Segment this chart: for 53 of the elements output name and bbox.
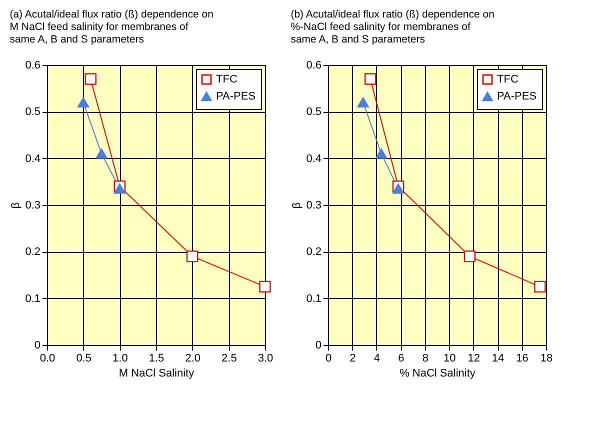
y-tick-label: 0.6 bbox=[25, 60, 40, 72]
chart-title: (a) Acutal/ideal flux ratio (ß) dependence on M NaCl feed salinity for membranes of same A, B and S parameters bbox=[10, 8, 214, 46]
legend-label: TFC bbox=[497, 74, 518, 86]
y-tick-label: 0.1 bbox=[306, 292, 322, 305]
x-tick-label: 18 bbox=[540, 352, 553, 364]
x-tick-label: 0.5 bbox=[76, 352, 92, 364]
y-tick-label: 0.4 bbox=[25, 152, 40, 165]
x-tick-label: 2.5 bbox=[222, 352, 237, 364]
x-axis-title: % NaCl Salinity bbox=[400, 368, 476, 380]
point bbox=[186, 250, 198, 262]
y-tick-label: 0.2 bbox=[306, 246, 322, 258]
x-tick-label: 12 bbox=[468, 352, 480, 364]
point bbox=[375, 148, 388, 159]
point bbox=[96, 148, 108, 159]
x-tick-label: 1.5 bbox=[148, 352, 164, 364]
x-tick-label: 0 bbox=[325, 352, 332, 364]
y-tick-label: 0.6 bbox=[306, 60, 322, 72]
y-tick-label: 0.3 bbox=[306, 200, 322, 212]
y-tick-label: 0.3 bbox=[25, 200, 40, 212]
point bbox=[392, 184, 404, 194]
x-axis-title: M NaCl Salinity bbox=[118, 368, 195, 380]
x-tick-label: 3.0 bbox=[258, 352, 274, 364]
x-tick-label: 1.0 bbox=[112, 352, 128, 364]
x-tick-label: 6 bbox=[398, 352, 404, 364]
legend-label: PA-PES bbox=[497, 90, 537, 102]
point bbox=[534, 280, 546, 293]
y-tick-label: 0.5 bbox=[306, 106, 322, 118]
y-tick-label: 0 bbox=[315, 340, 322, 352]
point bbox=[114, 184, 126, 194]
legend-label: PA-PES bbox=[216, 90, 256, 102]
x-tick-label: 10 bbox=[443, 352, 456, 364]
y-tick-label: 0.1 bbox=[25, 292, 40, 305]
x-tick-label: 14 bbox=[492, 352, 504, 364]
x-tick-label: 2 bbox=[350, 352, 356, 364]
chart-title: (b) Acutal/ideal flux ratio (ß) dependence on %-NaCl feed salinity for membranes of same A, B and S parameters bbox=[290, 8, 495, 46]
point bbox=[77, 97, 90, 108]
y-axis-title: β bbox=[291, 202, 304, 209]
y-axis-title: β bbox=[10, 202, 22, 209]
point bbox=[84, 73, 96, 85]
point bbox=[464, 250, 476, 262]
point bbox=[357, 97, 369, 108]
y-tick-label: 0.4 bbox=[306, 152, 322, 165]
y-tick-label: 0.5 bbox=[25, 106, 40, 118]
x-tick-label: 16 bbox=[516, 352, 528, 364]
x-tick-label: 0.0 bbox=[40, 352, 56, 364]
y-tick-label: 0.2 bbox=[25, 246, 40, 258]
point bbox=[364, 73, 376, 85]
x-tick-label: 4 bbox=[374, 352, 380, 364]
point bbox=[259, 280, 271, 293]
x-tick-label: 2.0 bbox=[185, 352, 200, 364]
legend-label: TFC bbox=[216, 74, 238, 86]
y-tick-label: 0 bbox=[34, 340, 40, 352]
x-tick-label: 8 bbox=[422, 352, 428, 364]
